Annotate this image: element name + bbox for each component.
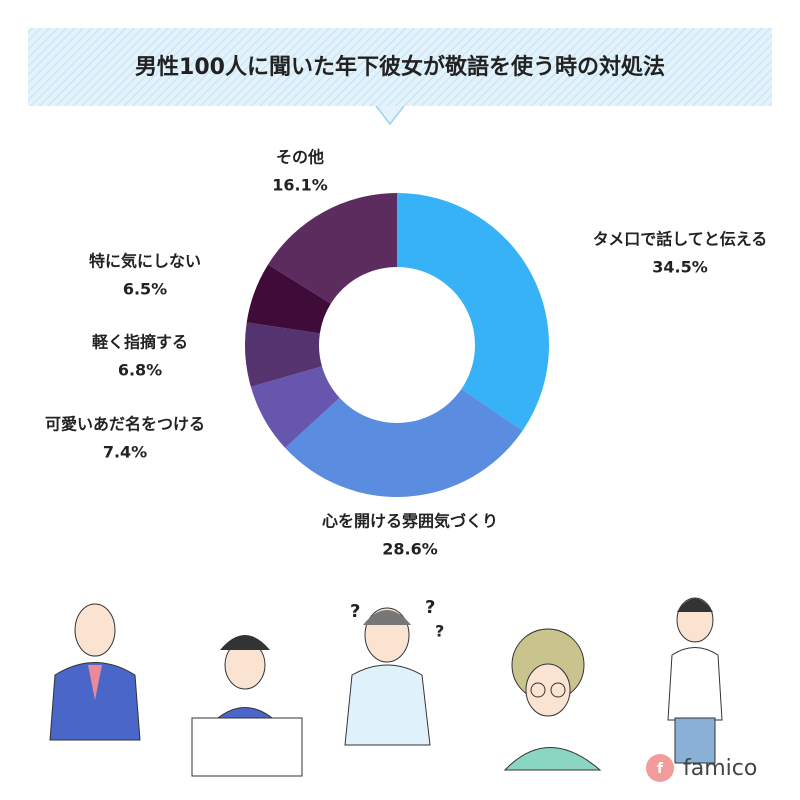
banner-pointer xyxy=(376,106,404,124)
slice-value-label: 6.8% xyxy=(118,361,162,380)
chart-title: 男性100人に聞いた年下彼女が敬語を使う時の対処法 xyxy=(135,54,665,80)
slice-label: 特に気にしない xyxy=(89,252,201,271)
man-suit xyxy=(49,603,141,741)
slice-label: その他 xyxy=(276,148,324,167)
donut-slice xyxy=(250,366,340,448)
svg-text:?: ? xyxy=(435,622,444,641)
donut-slice xyxy=(244,322,323,387)
slice-label: 軽く指摘する xyxy=(92,333,188,352)
slice-value-label: 34.5% xyxy=(652,258,708,277)
svg-text:f: f xyxy=(657,761,664,777)
banner-pointer-edge xyxy=(375,105,405,126)
slice-label: 心を開ける雰囲気づくり xyxy=(322,512,498,531)
title-banner xyxy=(28,28,772,106)
slice-value-label: 16.1% xyxy=(272,176,328,195)
donut-slice xyxy=(285,388,523,497)
logo-text: famico xyxy=(683,756,757,781)
slice-label: 可愛いあだ名をつける xyxy=(45,415,205,434)
donut-slice xyxy=(268,193,397,304)
slice-label: タメ口で話してと伝える xyxy=(593,230,768,249)
donut-slice xyxy=(397,193,549,431)
slice-value-label: 7.4% xyxy=(103,443,147,462)
svg-text:?: ? xyxy=(425,597,435,618)
man-question: ? ? ? xyxy=(344,597,444,746)
donut-slice xyxy=(246,264,331,334)
illustrations: ? ? ? f famico xyxy=(49,597,757,782)
svg-text:?: ? xyxy=(350,601,360,622)
slice-value-label: 28.6% xyxy=(382,540,438,559)
man-sweater xyxy=(667,597,723,764)
man-sign xyxy=(191,635,303,777)
logo-icon xyxy=(646,754,674,782)
slice-value-label: 6.5% xyxy=(123,280,167,299)
woman-glasses xyxy=(503,628,602,771)
